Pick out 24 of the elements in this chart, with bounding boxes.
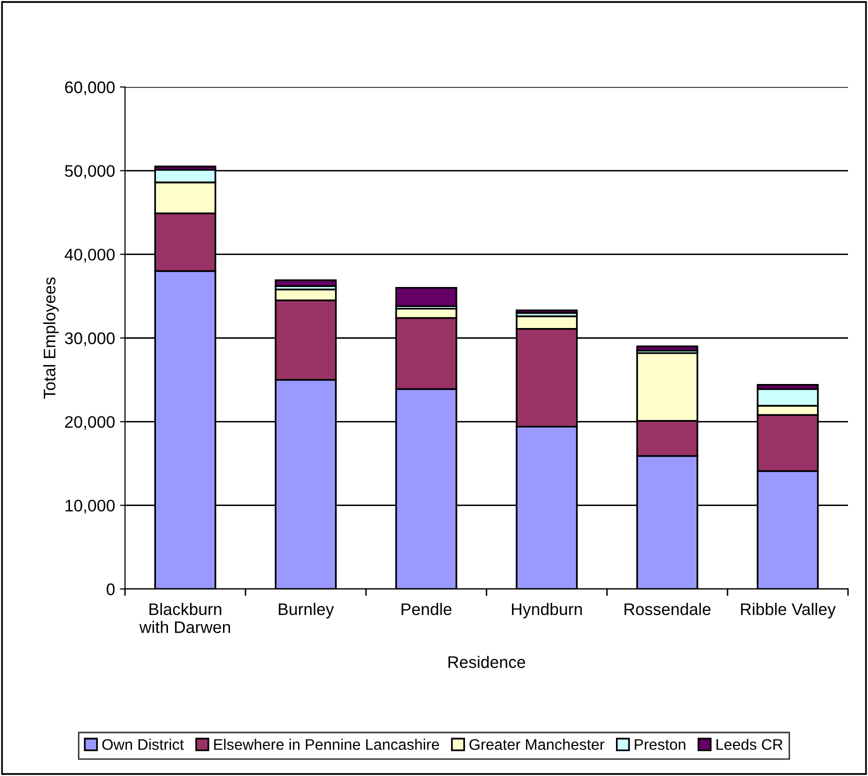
bar: [395, 286, 458, 308]
y-tick-label: 40,000: [64, 248, 115, 263]
legend-label: Elsewhere in Pennine Lancashire: [214, 738, 440, 750]
y-tick-label: 10,000: [66, 500, 115, 514]
y-tick-label: 50,000: [64, 165, 115, 179]
x-tick-label: Burnley: [278, 602, 334, 618]
legend-label: Greater Manchester: [470, 738, 604, 750]
y-tick-label: 20,000: [65, 416, 115, 430]
bar: [274, 279, 337, 287]
x-tick-label: Ribble Valley: [741, 602, 836, 618]
y-axis-title: Total Employees: [43, 277, 59, 399]
bar: [516, 310, 578, 314]
x-tick-label: Blackburn with Darwen: [139, 602, 230, 634]
x-tick-label: Pendle: [402, 602, 452, 616]
y-tick-label: 60,000: [65, 81, 115, 96]
x-tick-label: Hyndburn: [512, 602, 582, 618]
x-axis-title: Residence: [448, 656, 526, 668]
legend-label: Leeds CR: [716, 738, 783, 750]
x-tick-label: Rossendale: [624, 602, 711, 616]
y-tick-label: 30,000: [64, 332, 115, 346]
legend-label: Own District: [102, 738, 184, 750]
legend-label: Preston: [634, 739, 686, 750]
y-tick-label: 0: [106, 583, 115, 596]
bar: [636, 346, 698, 352]
